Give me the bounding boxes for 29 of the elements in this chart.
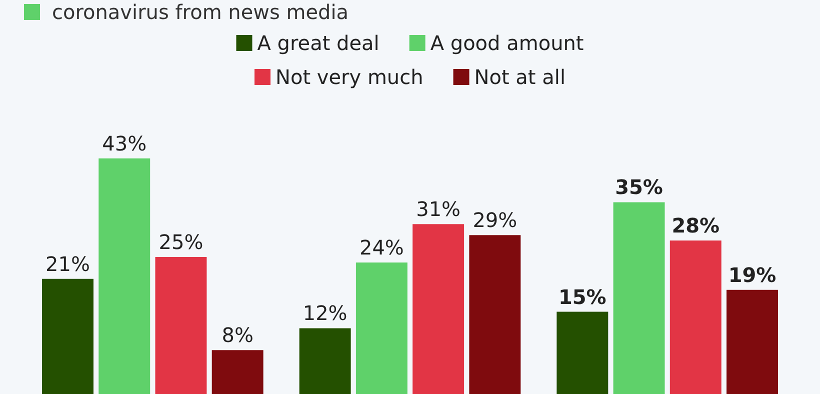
bar xyxy=(212,350,264,394)
data-label: 15% xyxy=(558,284,606,309)
bar xyxy=(726,290,778,394)
data-label: 28% xyxy=(672,214,720,238)
legend-label: A good amount xyxy=(430,31,584,55)
legend-label: Not at all xyxy=(474,65,566,89)
data-label: 35% xyxy=(615,175,663,200)
legend-label: A great deal xyxy=(257,31,380,55)
bar xyxy=(613,202,665,394)
bar xyxy=(469,235,521,394)
data-label: 31% xyxy=(416,197,461,222)
data-label: 29% xyxy=(472,208,518,232)
data-label: 21% xyxy=(46,252,90,276)
data-label: 43% xyxy=(102,131,147,156)
bar xyxy=(556,312,608,394)
bar xyxy=(42,278,94,394)
data-label: 24% xyxy=(359,235,404,260)
bar xyxy=(155,257,207,394)
chart-subtitle: coronavirus from news media xyxy=(52,0,349,24)
data-label: 12% xyxy=(302,301,348,326)
data-label: 19% xyxy=(728,262,776,287)
data-label: 25% xyxy=(158,230,204,254)
bar xyxy=(299,328,351,394)
bar xyxy=(356,262,408,394)
legend-label: Not very much xyxy=(276,65,424,89)
bar xyxy=(670,240,722,394)
data-label: 8% xyxy=(222,323,254,348)
bar xyxy=(412,224,464,394)
bar xyxy=(98,158,150,394)
